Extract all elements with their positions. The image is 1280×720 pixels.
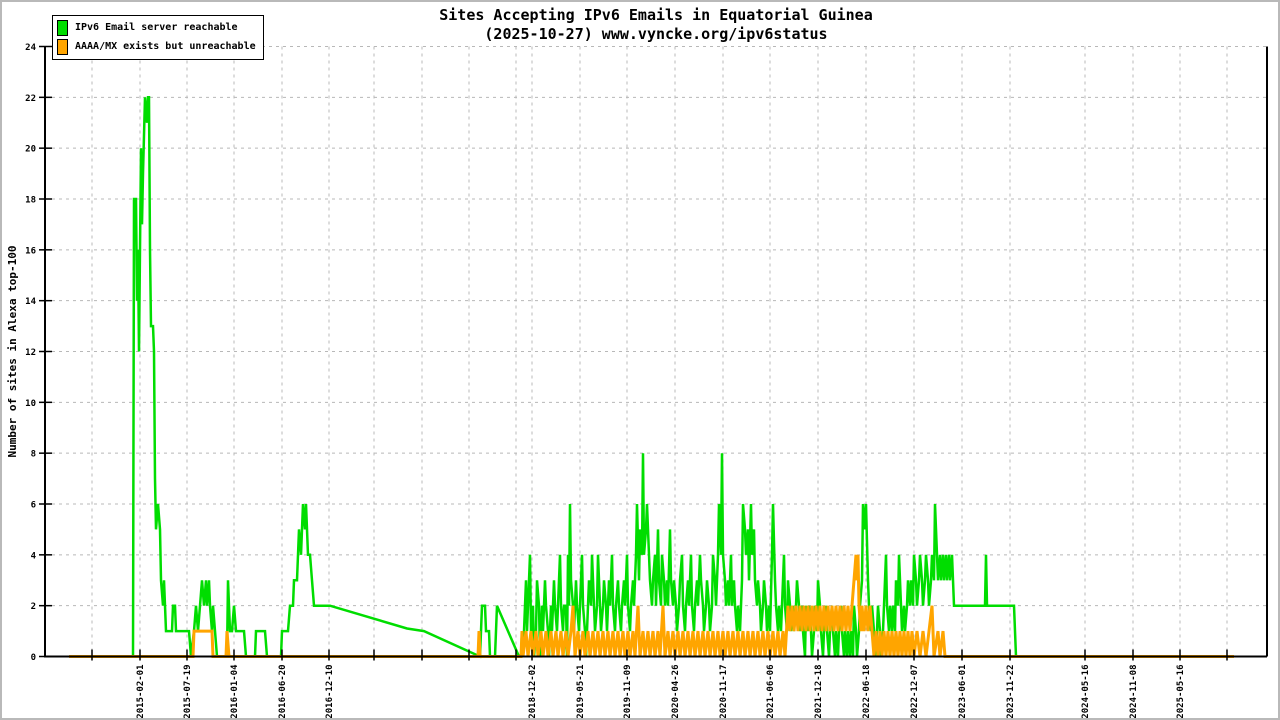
series-line-1 (69, 554, 1234, 658)
legend-item-reachable: IPv6 Email server reachable (57, 18, 256, 37)
y-tick-label: 4 (31, 551, 37, 561)
legend-swatch-orange (57, 38, 68, 55)
x-tick-label: 2015-07-19 (183, 665, 193, 719)
axes (39, 45, 1268, 661)
chart-subtitle: (2025-10-27) www.vyncke.org/ipv6status (484, 25, 828, 43)
data-series (69, 96, 1234, 659)
legend-label: AAAA/MX exists but unreachable (75, 41, 256, 52)
x-tick-label: 2022-12-07 (910, 665, 920, 719)
x-tick-label: 2016-06-20 (278, 665, 288, 719)
legend: IPv6 Email server reachable AAAA/MX exis… (52, 15, 264, 60)
y-tick-label: 20 (25, 145, 36, 155)
x-tick-label: 2021-06-06 (766, 665, 776, 719)
y-tick-label: 2 (31, 602, 36, 612)
x-tick-label: 2020-11-17 (719, 665, 729, 719)
x-tick-label: 2024-05-16 (1081, 665, 1091, 719)
x-tick-label: 2019-11-09 (623, 665, 633, 719)
x-tick-label: 2025-05-16 (1176, 665, 1186, 719)
x-tick-label: 2016-01-04 (230, 664, 240, 719)
x-tick-label: 2016-12-10 (325, 665, 335, 719)
y-tick-label: 12 (25, 348, 36, 358)
chart-title: Sites Accepting IPv6 Emails in Equatoria… (439, 6, 873, 24)
y-tick-label: 0 (31, 653, 36, 663)
y-tick-label: 24 (25, 43, 36, 53)
chart-title-block: Sites Accepting IPv6 Emails in Equatoria… (45, 6, 1267, 44)
y-tick-label: 22 (25, 94, 36, 104)
x-tick-label: 2024-11-08 (1129, 665, 1139, 719)
x-tick-label: 2020-04-26 (671, 665, 681, 719)
y-tick-label: 16 (25, 246, 36, 256)
y-tick-label: 6 (31, 501, 36, 511)
x-tick-label: 2019-05-21 (576, 665, 586, 719)
y-tick-label: 14 (25, 297, 36, 307)
y-tick-label: 8 (31, 450, 36, 460)
x-tick-label: 2015-02-01 (136, 665, 146, 719)
legend-item-unreachable: AAAA/MX exists but unreachable (57, 37, 256, 56)
x-tick-label: 2018-12-02 (528, 665, 538, 719)
y-axis-title: Number of sites in Alexa top-100 (6, 246, 19, 458)
y-tick-label: 18 (25, 196, 36, 206)
legend-label: IPv6 Email server reachable (75, 22, 238, 33)
x-tick-label: 2023-11-22 (1006, 665, 1016, 719)
y-tick-label: 10 (25, 399, 36, 409)
x-tick-label: 2022-06-18 (862, 665, 872, 719)
legend-swatch-green (57, 19, 68, 36)
x-tick-label: 2021-12-18 (814, 665, 824, 719)
series-line-0 (69, 96, 1234, 659)
x-tick-label: 2023-06-01 (958, 665, 968, 719)
